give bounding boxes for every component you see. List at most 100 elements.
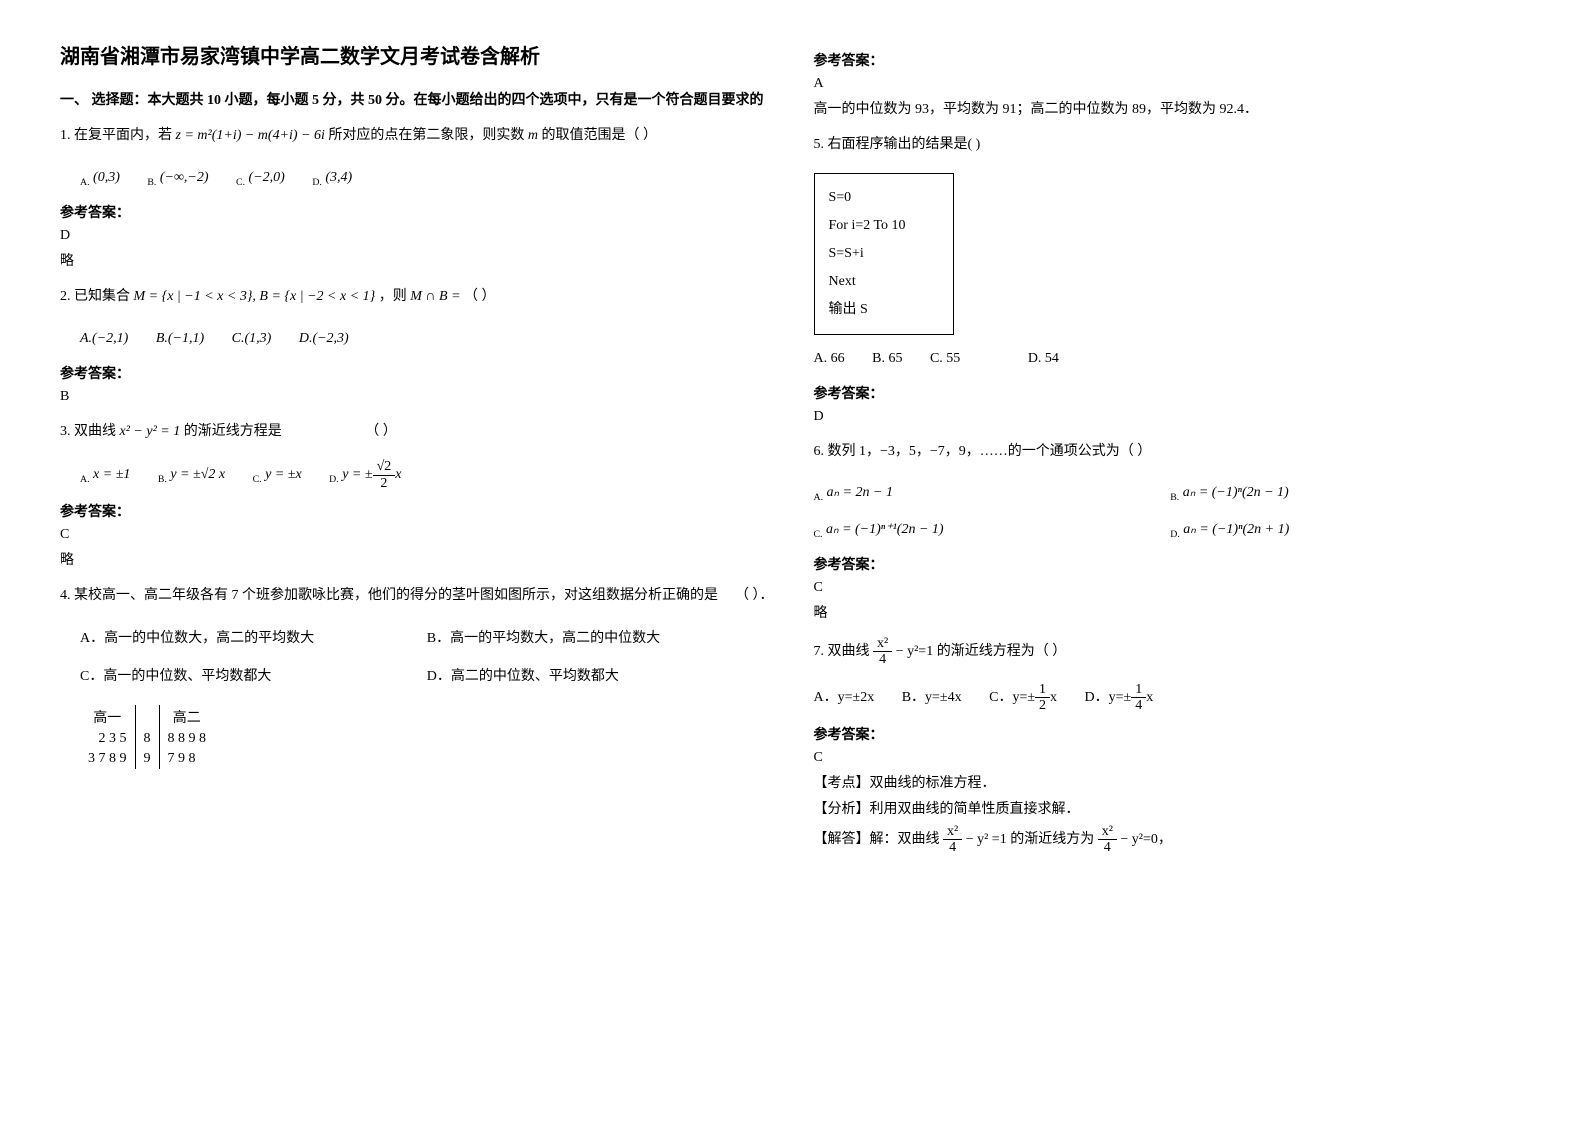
q7-optD-suffix: x — [1146, 690, 1153, 705]
q1-text2: 所对应的点在第二象限，则实数 — [328, 128, 524, 143]
q2-optD: D.(−2,3) — [299, 325, 349, 353]
q6-optA-label: A. — [814, 492, 824, 503]
q3-optD-label: D. — [329, 474, 339, 485]
q7-optC-frac: 12 — [1035, 682, 1050, 714]
q3-options: A. x = ±1 B. y = ±√2 x C. y = ±x D. y = … — [80, 459, 774, 491]
q5-optD: D. 54 — [1028, 345, 1059, 373]
stem-leaf-header-stem — [135, 705, 159, 729]
left-column: 湖南省湘潭市易家湾镇中学高二数学文月考试卷含解析 一、 选择题：本大题共 10 … — [60, 40, 774, 861]
q7-jieda-frac1: x²4 — [943, 824, 962, 856]
q7-jieda-prefix: 【解答】解：双曲线 — [814, 832, 944, 847]
q3-optA: x = ±1 — [93, 467, 130, 482]
stem-value: 8 — [135, 729, 159, 749]
program-box: S=0 For i=2 To 10 S=S+i Next 输出 S — [814, 173, 954, 335]
q7-jieda-mid1: − y² =1 的渐近线方为 — [962, 832, 1098, 847]
q7-optD-frac: 14 — [1131, 682, 1146, 714]
q6-options: A. aₙ = 2n − 1 B. aₙ = (−1)ⁿ(2n − 1) C. … — [814, 479, 1528, 544]
q2-var: M ∩ B = — [410, 289, 460, 304]
q7-jieda: 【解答】解：双曲线 x²4 − y² =1 的渐近线方为 x²4 − y²=0， — [814, 824, 1528, 856]
program-line: S=0 — [829, 184, 939, 212]
q7-optC-prefix: C．y=± — [989, 690, 1035, 705]
question-6: 6. 数列 1，−3，5，−7，9，……的一个通项公式为（ ） — [814, 439, 1528, 466]
q3-paren: （ ） — [365, 424, 397, 439]
q6-answer: C — [814, 580, 1528, 596]
q5-options: A. 66 B. 65 C. 55 D. 54 — [814, 345, 1528, 373]
q4-optB: B．高一的平均数大，高二的中位数大 — [427, 624, 774, 655]
q1-answer: D — [60, 228, 774, 244]
q6-brief: 略 — [814, 602, 1528, 622]
q6-optC: aₙ = (−1)ⁿ⁺¹(2n − 1) — [826, 522, 944, 537]
q2-formula: M = {x | −1 < x < 3}, B = {x | −2 < x < … — [134, 289, 376, 304]
q1-optC-label: C. — [236, 176, 245, 187]
q1-text3: 的取值范围是（ ） — [542, 128, 658, 143]
stem-leaf-row: 3 7 8 9 9 7 9 8 — [80, 749, 214, 769]
q6-optA: aₙ = 2n − 1 — [827, 485, 893, 500]
q6-optD: aₙ = (−1)ⁿ(2n + 1) — [1183, 522, 1289, 537]
leaf-right: 7 9 8 — [159, 749, 214, 769]
q3-optA-label: A. — [80, 474, 90, 485]
q5-answer: D — [814, 409, 1528, 425]
q7-optA: A．y=±2x — [814, 684, 875, 712]
q1-options: A. (0,3) B. (−∞,−2) C. (−2,0) D. (3,4) — [80, 164, 774, 192]
q1-var: m — [528, 128, 538, 143]
question-1: 1. 在复平面内，若 z = m²(1+i) − m(4+i) − 6i 所对应… — [60, 123, 774, 150]
q7-options: A．y=±2x B．y=±4x C．y=±12x D．y=±14x — [814, 682, 1528, 714]
q6-optB-label: B. — [1170, 492, 1179, 503]
program-line: S=S+i — [829, 240, 939, 268]
q2-optC: C.(1,3) — [232, 325, 272, 353]
q3-text: 3. 双曲线 — [60, 424, 116, 439]
q7-optC-suffix: x — [1050, 690, 1057, 705]
stem-value: 9 — [135, 749, 159, 769]
right-column: 参考答案： A 高一的中位数为 93，平均数为 91；高二的中位数为 89，平均… — [814, 40, 1528, 861]
q1-optD: (3,4) — [325, 170, 352, 185]
q7-optB: B．y=±4x — [902, 684, 962, 712]
q6-optB: aₙ = (−1)ⁿ(2n − 1) — [1183, 485, 1289, 500]
q1-optA-label: A. — [80, 176, 90, 187]
q2-text3: （ ） — [464, 289, 496, 304]
q3-optB-label: B. — [158, 474, 167, 485]
q5-optA: A. 66 — [814, 345, 845, 373]
q4-options: A．高一的中位数大，高二的平均数大 B．高一的平均数大，高二的中位数大 C．高一… — [80, 624, 774, 694]
q3-text2: 的渐近线方程是 — [184, 424, 282, 439]
question-2: 2. 已知集合 M = {x | −1 < x < 3}, B = {x | −… — [60, 284, 774, 311]
question-5: 5. 右面程序输出的结果是( ) — [814, 132, 1528, 159]
answer-label: 参考答案： — [60, 501, 774, 521]
answer-label: 参考答案： — [814, 724, 1528, 744]
page-container: 湖南省湘潭市易家湾镇中学高二数学文月考试卷含解析 一、 选择题：本大题共 10 … — [60, 40, 1527, 861]
q2-options: A.(−2,1) B.(−1,1) C.(1,3) D.(−2,3) — [80, 325, 774, 353]
q1-optD-label: D. — [312, 176, 322, 187]
answer-label: 参考答案： — [814, 554, 1528, 574]
q6-optD-label: D. — [1170, 528, 1180, 539]
q3-answer: C — [60, 527, 774, 543]
q4-optA: A．高一的中位数大，高二的平均数大 — [80, 624, 427, 655]
q3-optC-label: C. — [253, 474, 262, 485]
answer-label: 参考答案： — [814, 50, 1528, 70]
q7-text-suffix: − y²=1 的渐近线方程为（ ） — [892, 644, 1066, 659]
q7-jieda-mid2: − y²=0， — [1117, 832, 1172, 847]
answer-label: 参考答案： — [60, 363, 774, 383]
q1-formula: z = m²(1+i) − m(4+i) − 6i — [176, 128, 325, 143]
section-header: 一、 选择题：本大题共 10 小题，每小题 5 分，共 50 分。在每小题给出的… — [60, 89, 774, 109]
q1-optC: (−2,0) — [249, 170, 285, 185]
stem-leaf-header-left: 高一 — [80, 705, 135, 729]
stem-leaf-plot: 高一 高二 2 3 5 8 8 8 9 8 3 7 8 9 9 7 9 8 — [80, 705, 214, 769]
page-title: 湖南省湘潭市易家湾镇中学高二数学文月考试卷含解析 — [60, 40, 774, 69]
q6-text: 6. 数列 1，−3，5，−7，9，……的一个通项公式为（ ） — [814, 444, 1152, 459]
question-7: 7. 双曲线 x²4 − y²=1 的渐近线方程为（ ） — [814, 636, 1528, 668]
q3-brief: 略 — [60, 549, 774, 569]
q4-optD: D．高二的中位数、平均数都大 — [427, 662, 774, 693]
q7-text-prefix: 7. 双曲线 — [814, 644, 874, 659]
q7-answer: C — [814, 750, 1528, 766]
q5-optC: C. 55 — [930, 345, 960, 373]
q2-text2: ，则 — [379, 289, 407, 304]
leaf-left: 3 7 8 9 — [80, 749, 135, 769]
program-line: 输出 S — [829, 296, 939, 324]
program-line: For i=2 To 10 — [829, 212, 939, 240]
leaf-right: 8 8 9 8 — [159, 729, 214, 749]
q2-answer: B — [60, 389, 774, 405]
q7-jieda-frac2: x²4 — [1098, 824, 1117, 856]
answer-label: 参考答案： — [814, 383, 1528, 403]
q7-fenxi: 【分析】利用双曲线的简单性质直接求解． — [814, 798, 1528, 818]
q4-optC: C．高一的中位数、平均数都大 — [80, 662, 427, 693]
q1-optB-label: B. — [147, 176, 156, 187]
